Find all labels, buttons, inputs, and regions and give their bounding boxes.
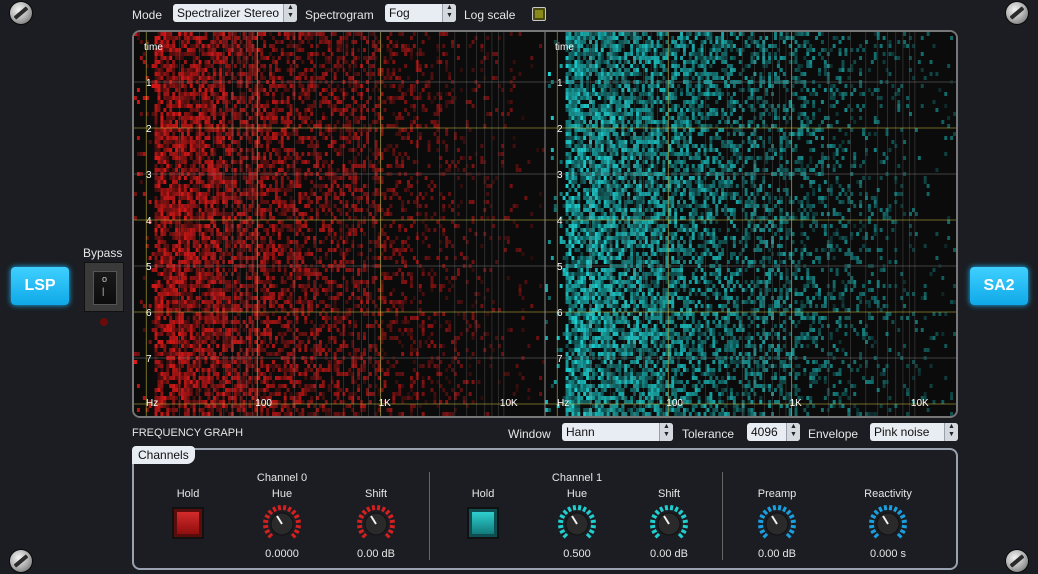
divider (722, 472, 723, 560)
envelope-select-value: Pink noise (874, 425, 930, 439)
right-time-tick: 5 (557, 262, 563, 273)
channel-1-title: Channel 1 (551, 472, 603, 484)
left-time-tick: 7 (146, 354, 152, 365)
right-time-tick: 3 (557, 170, 563, 181)
channel-0-hue-knob[interactable] (262, 504, 302, 544)
channel-1-shift-value: 0.00 dB (650, 548, 688, 560)
screw-icon (1006, 2, 1028, 24)
tolerance-label: Tolerance (682, 427, 735, 441)
spectrogram-select[interactable]: Fog ▲ ▼ (385, 4, 456, 22)
envelope-select[interactable]: Pink noise ▲ ▼ (870, 423, 958, 441)
bypass-switch[interactable] (84, 262, 124, 312)
right-freq-tick: 1K (790, 398, 803, 409)
channel-0-hold-label: Hold (176, 488, 200, 500)
left-freq-tick: 10K (500, 398, 518, 409)
channel-1-shift-knob[interactable] (649, 504, 689, 544)
left-freq-tick: 1K (379, 398, 392, 409)
right-time-tick: 2 (557, 124, 563, 135)
mode-select[interactable]: Spectralizer Stereo ▲ ▼ (173, 4, 297, 22)
right-time-tick: 7 (557, 354, 563, 365)
left-time-axis-label: time (144, 42, 163, 53)
envelope-label: Envelope (808, 427, 859, 441)
left-freq-tick: 100 (255, 398, 272, 409)
right-time-axis-label: time (555, 42, 574, 53)
divider (429, 472, 430, 560)
screw-icon (10, 2, 32, 24)
channels-tab: Channels (132, 446, 195, 464)
window-label: Window (508, 427, 551, 441)
reactivity-knob[interactable] (868, 504, 908, 544)
logscale-label: Log scale (464, 8, 516, 22)
channel-0-title: Channel 0 (256, 472, 308, 484)
channel-1-shift-label: Shift (657, 488, 680, 500)
updown-arrows-icon: ▲ ▼ (786, 423, 800, 441)
screw-icon (10, 550, 32, 572)
bypass-led-icon (100, 318, 108, 326)
left-spectrogram: time 1 2 3 4 5 6 7 Hz 100 1K 10K (134, 32, 545, 416)
right-freq-tick: 100 (666, 398, 683, 409)
sa2-logo-button[interactable]: SA2 (970, 267, 1028, 305)
tolerance-select[interactable]: 4096 ▲ ▼ (747, 423, 800, 441)
channel-0-shift-label: Shift (364, 488, 387, 500)
right-freq-tick: 10K (911, 398, 929, 409)
mode-select-value: Spectralizer Stereo (177, 6, 280, 20)
frequency-graph[interactable]: time 1 2 3 4 5 6 7 Hz 100 1K 10K time 1 2 3 4 5 6 7 Hz 100 1K 1… (132, 30, 958, 418)
window-select[interactable]: Hann ▲ ▼ (562, 423, 673, 441)
left-time-tick: 6 (146, 308, 152, 319)
updown-arrows-icon: ▲ ▼ (944, 423, 958, 441)
preamp-knob[interactable] (757, 504, 797, 544)
preamp-label: Preamp (757, 488, 797, 500)
left-time-tick: 4 (146, 216, 152, 227)
bypass-label: Bypass (83, 246, 123, 260)
channel-1-hue-knob[interactable] (557, 504, 597, 544)
left-hz-label: Hz (146, 398, 158, 409)
screw-icon (1006, 550, 1028, 572)
left-time-tick: 5 (146, 262, 152, 273)
channel-1-hold-label: Hold (471, 488, 495, 500)
left-time-tick: 2 (146, 124, 152, 135)
updown-arrows-icon: ▲ ▼ (442, 4, 456, 22)
updown-arrows-icon: ▲ ▼ (659, 423, 673, 441)
reactivity-value: 0.000 s (869, 548, 907, 560)
mode-label: Mode (132, 8, 163, 22)
graph-caption: FREQUENCY GRAPH (132, 427, 244, 439)
spectrogram-canvas: time 1 2 3 4 5 6 7 Hz 100 1K 10K time 1 2 3 4 5 6 7 Hz 100 1K 1… (134, 32, 956, 416)
reactivity-label: Reactivity (864, 488, 912, 500)
spectrogram-select-value: Fog (389, 6, 410, 20)
logscale-checkbox[interactable] (532, 7, 546, 21)
channel-1-hue-value: 0.500 (563, 548, 591, 560)
window-select-value: Hann (566, 425, 595, 439)
right-spectrogram: time 1 2 3 4 5 6 7 Hz 100 1K 10K (545, 32, 956, 416)
channel-0-shift-value: 0.00 dB (357, 548, 395, 560)
channel-0-shift-knob[interactable] (356, 504, 396, 544)
left-time-tick: 1 (146, 78, 152, 89)
spectrogram-label: Spectrogram (305, 8, 374, 22)
channel-0-hold-button[interactable] (172, 507, 204, 539)
updown-arrows-icon: ▲ ▼ (283, 4, 297, 22)
right-hz-label: Hz (557, 398, 569, 409)
channel-0-hue-label: Hue (271, 488, 293, 500)
channels-group (132, 448, 958, 570)
left-time-tick: 3 (146, 170, 152, 181)
right-time-tick: 1 (557, 78, 563, 89)
tolerance-select-value: 4096 (751, 425, 778, 439)
channel-1-hue-label: Hue (566, 488, 588, 500)
channel-0-hue-value: 0.0000 (265, 548, 299, 560)
preamp-value: 0.00 dB (758, 548, 796, 560)
channel-1-hold-button[interactable] (467, 507, 499, 539)
right-time-tick: 6 (557, 308, 563, 319)
right-time-tick: 4 (557, 216, 563, 227)
lsp-logo-button[interactable]: LSP (11, 267, 69, 305)
